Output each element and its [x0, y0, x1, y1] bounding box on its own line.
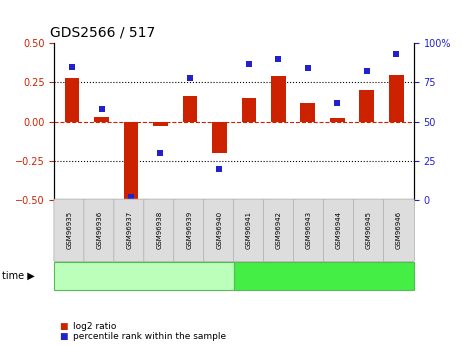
Text: log2 ratio: log2 ratio — [73, 322, 117, 331]
Text: time ▶: time ▶ — [2, 271, 35, 281]
Text: GSM96939: GSM96939 — [186, 211, 192, 249]
Text: GSM96935: GSM96935 — [66, 211, 72, 249]
Point — [216, 166, 223, 171]
Point — [363, 69, 370, 74]
Point — [393, 51, 400, 57]
Text: GDS2566 / 517: GDS2566 / 517 — [50, 26, 155, 40]
Bar — [271, 76, 286, 122]
Text: GSM96941: GSM96941 — [246, 211, 252, 249]
Point — [127, 194, 135, 200]
Bar — [123, 122, 139, 200]
Bar — [242, 98, 256, 122]
Text: ■: ■ — [59, 332, 68, 341]
Text: 5 d: 5 d — [315, 271, 333, 281]
Text: percentile rank within the sample: percentile rank within the sample — [73, 332, 227, 341]
Bar — [65, 78, 79, 122]
Text: ■: ■ — [59, 322, 68, 331]
Text: GSM96938: GSM96938 — [156, 211, 162, 249]
Bar — [94, 117, 109, 122]
Text: GSM96942: GSM96942 — [276, 211, 282, 249]
Text: GSM96940: GSM96940 — [216, 211, 222, 249]
Point — [274, 56, 282, 61]
Point — [186, 75, 194, 80]
Text: GSM96946: GSM96946 — [396, 211, 402, 249]
Text: GSM96944: GSM96944 — [336, 211, 342, 249]
Text: GSM96945: GSM96945 — [366, 211, 372, 249]
Text: GSM96943: GSM96943 — [306, 211, 312, 249]
Point — [245, 61, 253, 66]
Text: GSM96936: GSM96936 — [96, 211, 102, 249]
Point — [68, 64, 76, 69]
Text: GSM96937: GSM96937 — [126, 211, 132, 249]
Bar — [212, 122, 227, 153]
Text: 2 d: 2 d — [135, 271, 153, 281]
Point — [304, 66, 312, 71]
Bar — [183, 97, 197, 122]
Bar — [330, 118, 345, 122]
Bar — [300, 103, 315, 122]
Point — [333, 100, 341, 106]
Point — [157, 150, 164, 156]
Bar — [389, 75, 403, 122]
Bar — [359, 90, 374, 122]
Point — [98, 106, 105, 112]
Bar — [153, 122, 168, 126]
